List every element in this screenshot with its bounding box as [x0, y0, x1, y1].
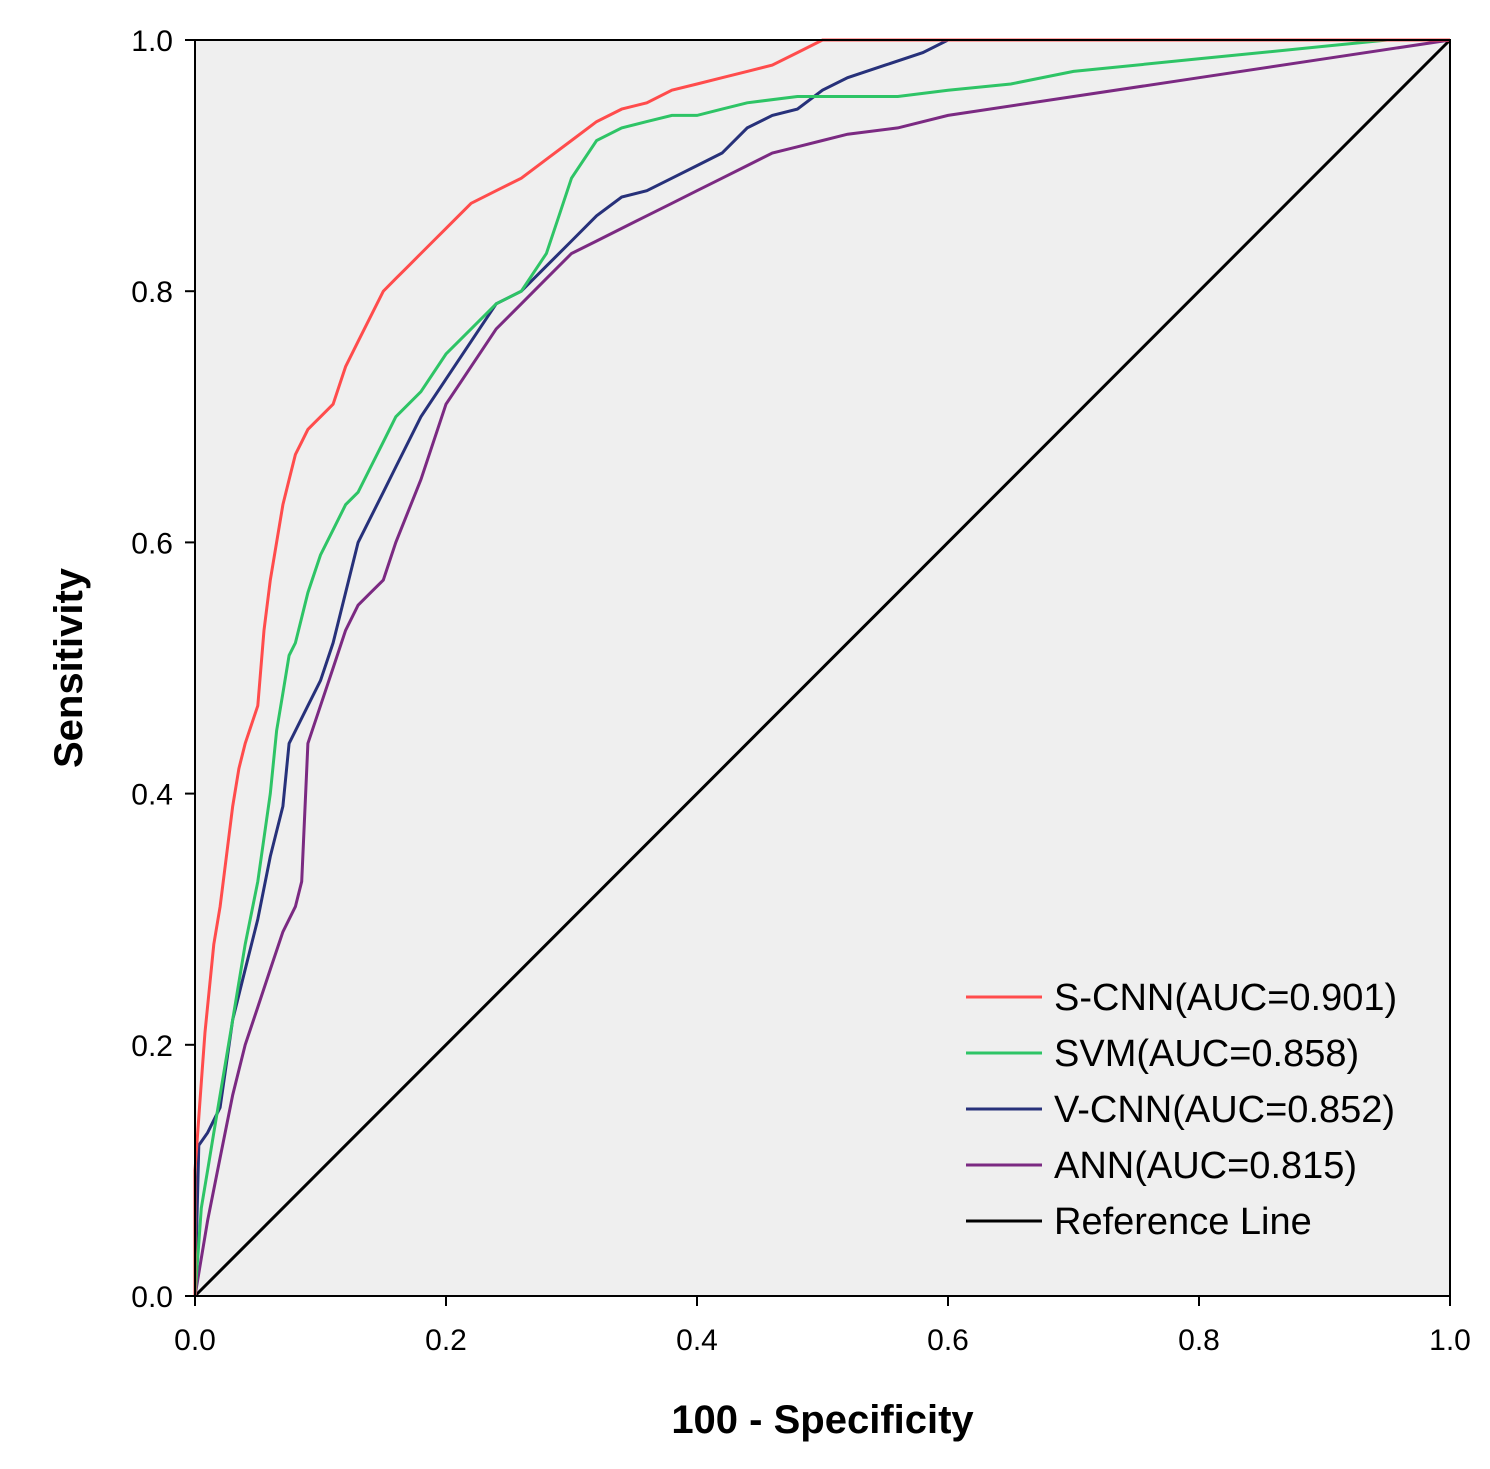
y-tick-label: 1.0: [131, 25, 173, 58]
x-tick-label: 0.6: [927, 1324, 969, 1357]
x-axis-title: 100 - Specificity: [671, 1398, 974, 1442]
legend: S-CNN(AUC=0.901) SVM(AUC=0.858) V-CNN(AUC=…: [966, 977, 1397, 1243]
x-tick-label: 0.0: [174, 1324, 216, 1357]
y-tick-label: 0.0: [131, 1281, 173, 1314]
y-axis-title: Sensitivity: [47, 567, 91, 768]
legend-label-1: SVM(AUC=0.858): [1054, 1033, 1359, 1075]
x-tick-label: 0.8: [1178, 1324, 1220, 1357]
x-axis: 0.0 0.2 0.4 0.6 0.8 1.0: [174, 1296, 1471, 1357]
legend-label-0: S-CNN(AUC=0.901): [1054, 977, 1397, 1019]
x-tick-label: 0.4: [676, 1324, 718, 1357]
y-tick-label: 0.8: [131, 276, 173, 309]
series-line-1: [193, 38, 1450, 1297]
series-line-4: [193, 38, 1452, 1298]
legend-label-4: Reference Line: [1054, 1201, 1312, 1243]
x-tick-label: 0.2: [425, 1324, 467, 1357]
y-axis: 0.0 0.2 0.4 0.6 0.8 1.0: [131, 25, 195, 1314]
legend-label-3: ANN(AUC=0.815): [1054, 1145, 1357, 1187]
y-tick-label: 0.2: [131, 1030, 173, 1063]
x-tick-label: 1.0: [1429, 1324, 1471, 1357]
series-line-0: [193, 38, 1450, 1296]
series-line-3: [193, 38, 1451, 1297]
y-tick-label: 0.4: [131, 779, 173, 812]
series-line-2: [193, 38, 1450, 1297]
series-layer: [193, 38, 1452, 1298]
plot-frame: [194, 39, 1451, 1297]
y-tick-label: 0.6: [131, 527, 173, 560]
legend-label-2: V-CNN(AUC=0.852): [1054, 1089, 1395, 1131]
